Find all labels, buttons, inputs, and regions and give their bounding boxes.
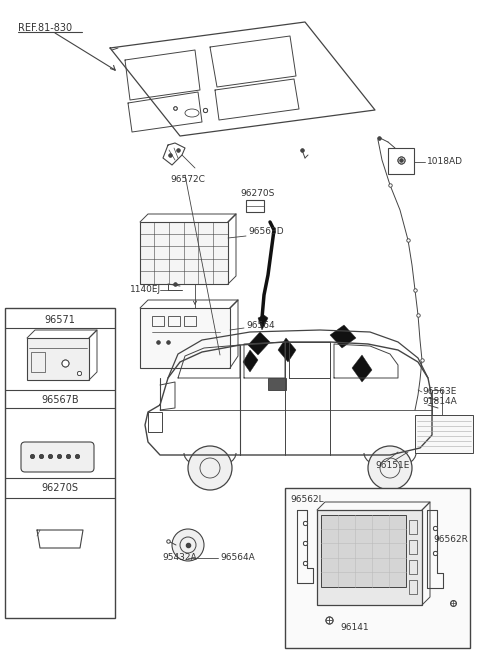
Text: 96141: 96141 — [340, 623, 369, 632]
Bar — [432, 390, 442, 415]
Bar — [409, 560, 417, 574]
Bar — [184, 316, 196, 326]
Bar — [148, 412, 162, 432]
Text: 96564: 96564 — [246, 321, 275, 329]
Text: 96563D: 96563D — [248, 228, 284, 237]
Text: 96151E: 96151E — [375, 461, 409, 470]
Text: 96571: 96571 — [45, 315, 75, 325]
Circle shape — [368, 446, 412, 490]
Text: 96567B: 96567B — [41, 395, 79, 405]
Text: 95432A: 95432A — [162, 554, 197, 562]
Bar — [31, 352, 45, 372]
Polygon shape — [248, 332, 270, 355]
Text: 96270S: 96270S — [240, 188, 275, 197]
Bar — [321, 515, 406, 587]
Text: 96563E: 96563E — [422, 388, 456, 396]
Bar — [409, 520, 417, 534]
Bar — [285, 488, 470, 648]
Circle shape — [188, 446, 232, 490]
Bar — [140, 308, 230, 368]
Bar — [168, 316, 180, 326]
Bar — [5, 308, 115, 618]
FancyBboxPatch shape — [21, 442, 94, 472]
Text: 91814A: 91814A — [422, 398, 457, 407]
Text: 96270S: 96270S — [41, 483, 79, 493]
Bar — [317, 510, 422, 605]
Polygon shape — [330, 325, 356, 348]
Bar — [268, 378, 286, 390]
Polygon shape — [243, 350, 258, 372]
Text: 96562L: 96562L — [290, 495, 324, 504]
Text: 1018AD: 1018AD — [427, 157, 463, 167]
Polygon shape — [278, 338, 296, 362]
Text: 96562R: 96562R — [433, 535, 468, 544]
Text: 96572C: 96572C — [170, 176, 205, 184]
Polygon shape — [258, 315, 268, 330]
Polygon shape — [352, 355, 372, 382]
Bar — [415, 415, 473, 453]
Circle shape — [172, 529, 204, 561]
Bar — [152, 316, 164, 326]
Bar — [27, 338, 89, 380]
Text: 96564A: 96564A — [220, 554, 255, 562]
Bar — [409, 580, 417, 594]
Text: 1140EJ: 1140EJ — [130, 285, 161, 295]
Bar — [140, 222, 228, 284]
Bar — [246, 200, 264, 212]
Bar — [388, 148, 414, 174]
Text: REF.81-830: REF.81-830 — [18, 23, 72, 33]
Bar — [409, 540, 417, 554]
